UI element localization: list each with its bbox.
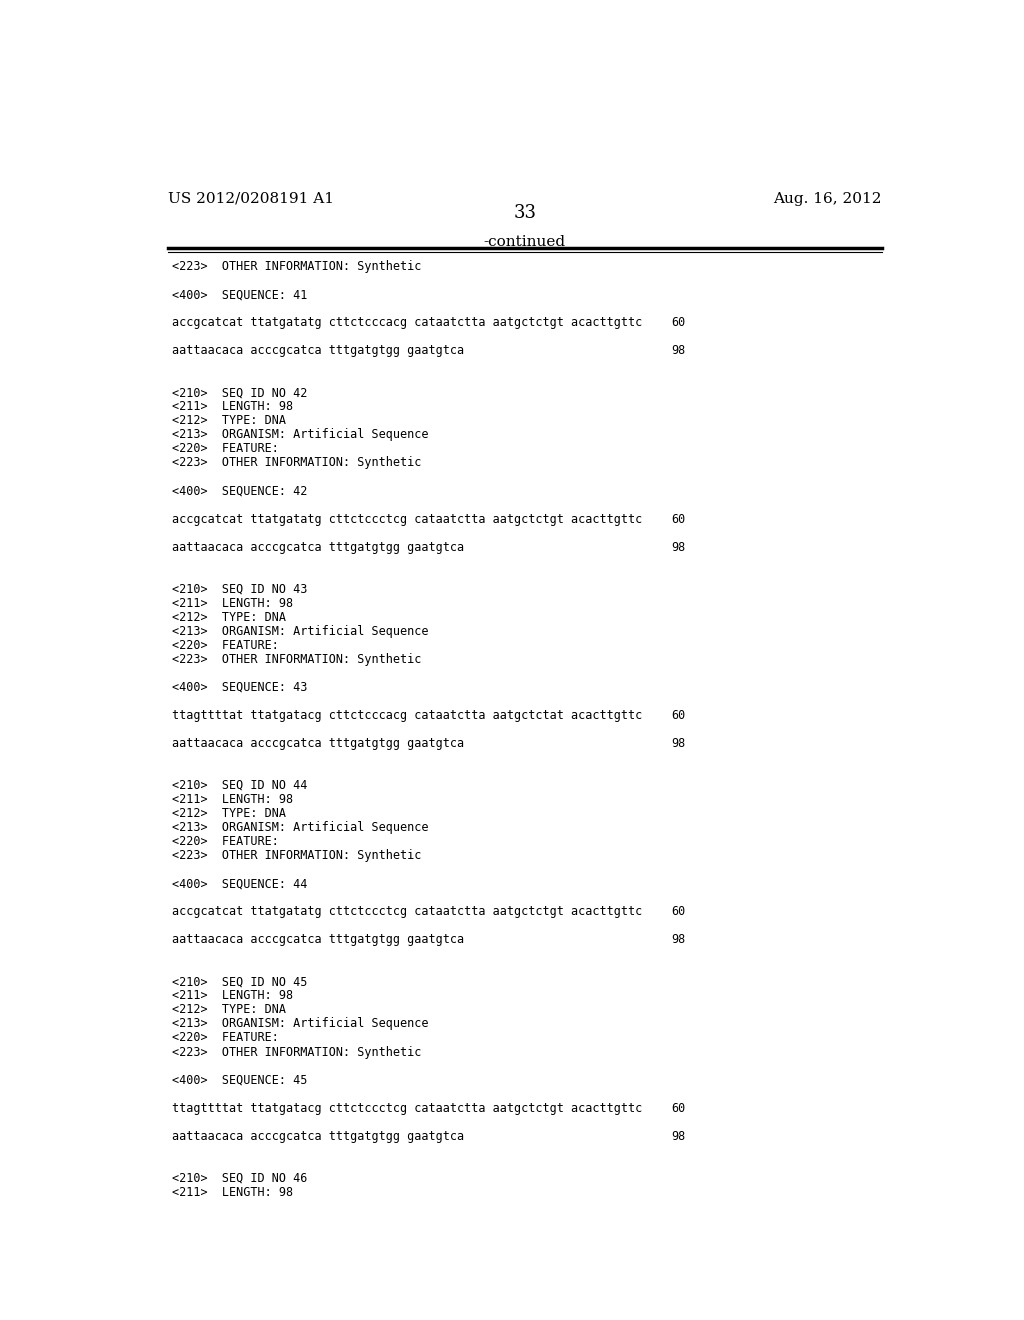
Text: 60: 60 bbox=[672, 709, 686, 722]
Text: <223>  OTHER INFORMATION: Synthetic: <223> OTHER INFORMATION: Synthetic bbox=[172, 849, 421, 862]
Text: <210>  SEQ ID NO 46: <210> SEQ ID NO 46 bbox=[172, 1172, 307, 1185]
Text: aattaacaca acccgcatca tttgatgtgg gaatgtca: aattaacaca acccgcatca tttgatgtgg gaatgtc… bbox=[172, 1130, 464, 1143]
Text: <210>  SEQ ID NO 42: <210> SEQ ID NO 42 bbox=[172, 387, 307, 399]
Text: aattaacaca acccgcatca tttgatgtgg gaatgtca: aattaacaca acccgcatca tttgatgtgg gaatgtc… bbox=[172, 737, 464, 750]
Text: accgcatcat ttatgatatg cttctcccacg cataatctta aatgctctgt acacttgttc: accgcatcat ttatgatatg cttctcccacg cataat… bbox=[172, 317, 642, 329]
Text: ttagttttat ttatgatacg cttctcccacg cataatctta aatgctctat acacttgttc: ttagttttat ttatgatacg cttctcccacg cataat… bbox=[172, 709, 642, 722]
Text: <223>  OTHER INFORMATION: Synthetic: <223> OTHER INFORMATION: Synthetic bbox=[172, 1045, 421, 1059]
Text: <212>  TYPE: DNA: <212> TYPE: DNA bbox=[172, 611, 286, 623]
Text: 98: 98 bbox=[672, 541, 686, 553]
Text: aattaacaca acccgcatca tttgatgtgg gaatgtca: aattaacaca acccgcatca tttgatgtgg gaatgtc… bbox=[172, 541, 464, 553]
Text: -continued: -continued bbox=[483, 235, 566, 248]
Text: <220>  FEATURE:: <220> FEATURE: bbox=[172, 836, 279, 849]
Text: <220>  FEATURE:: <220> FEATURE: bbox=[172, 442, 279, 455]
Text: <211>  LENGTH: 98: <211> LENGTH: 98 bbox=[172, 990, 293, 1002]
Text: <211>  LENGTH: 98: <211> LENGTH: 98 bbox=[172, 793, 293, 807]
Text: <220>  FEATURE:: <220> FEATURE: bbox=[172, 1031, 279, 1044]
Text: 60: 60 bbox=[672, 1102, 686, 1114]
Text: 98: 98 bbox=[672, 933, 686, 946]
Text: <213>  ORGANISM: Artificial Sequence: <213> ORGANISM: Artificial Sequence bbox=[172, 624, 428, 638]
Text: <211>  LENGTH: 98: <211> LENGTH: 98 bbox=[172, 597, 293, 610]
Text: <210>  SEQ ID NO 45: <210> SEQ ID NO 45 bbox=[172, 975, 307, 989]
Text: <400>  SEQUENCE: 41: <400> SEQUENCE: 41 bbox=[172, 288, 307, 301]
Text: aattaacaca acccgcatca tttgatgtgg gaatgtca: aattaacaca acccgcatca tttgatgtgg gaatgtc… bbox=[172, 933, 464, 946]
Text: ttagttttat ttatgatacg cttctccctcg cataatctta aatgctctgt acacttgttc: ttagttttat ttatgatacg cttctccctcg cataat… bbox=[172, 1102, 642, 1114]
Text: <223>  OTHER INFORMATION: Synthetic: <223> OTHER INFORMATION: Synthetic bbox=[172, 653, 421, 665]
Text: <210>  SEQ ID NO 43: <210> SEQ ID NO 43 bbox=[172, 582, 307, 595]
Text: <400>  SEQUENCE: 45: <400> SEQUENCE: 45 bbox=[172, 1073, 307, 1086]
Text: <223>  OTHER INFORMATION: Synthetic: <223> OTHER INFORMATION: Synthetic bbox=[172, 260, 421, 273]
Text: accgcatcat ttatgatatg cttctccctcg cataatctta aatgctctgt acacttgttc: accgcatcat ttatgatatg cttctccctcg cataat… bbox=[172, 512, 642, 525]
Text: 60: 60 bbox=[672, 906, 686, 919]
Text: 33: 33 bbox=[513, 205, 537, 222]
Text: <223>  OTHER INFORMATION: Synthetic: <223> OTHER INFORMATION: Synthetic bbox=[172, 457, 421, 470]
Text: <211>  LENGTH: 98: <211> LENGTH: 98 bbox=[172, 1185, 293, 1199]
Text: <211>  LENGTH: 98: <211> LENGTH: 98 bbox=[172, 400, 293, 413]
Text: 60: 60 bbox=[672, 512, 686, 525]
Text: 98: 98 bbox=[672, 1130, 686, 1143]
Text: 98: 98 bbox=[672, 345, 686, 358]
Text: accgcatcat ttatgatatg cttctccctcg cataatctta aatgctctgt acacttgttc: accgcatcat ttatgatatg cttctccctcg cataat… bbox=[172, 906, 642, 919]
Text: <210>  SEQ ID NO 44: <210> SEQ ID NO 44 bbox=[172, 779, 307, 792]
Text: <212>  TYPE: DNA: <212> TYPE: DNA bbox=[172, 807, 286, 820]
Text: <400>  SEQUENCE: 42: <400> SEQUENCE: 42 bbox=[172, 484, 307, 498]
Text: 98: 98 bbox=[672, 737, 686, 750]
Text: <213>  ORGANISM: Artificial Sequence: <213> ORGANISM: Artificial Sequence bbox=[172, 1018, 428, 1031]
Text: <400>  SEQUENCE: 43: <400> SEQUENCE: 43 bbox=[172, 681, 307, 694]
Text: US 2012/0208191 A1: US 2012/0208191 A1 bbox=[168, 191, 334, 206]
Text: <212>  TYPE: DNA: <212> TYPE: DNA bbox=[172, 1003, 286, 1016]
Text: <212>  TYPE: DNA: <212> TYPE: DNA bbox=[172, 414, 286, 428]
Text: 60: 60 bbox=[672, 317, 686, 329]
Text: <220>  FEATURE:: <220> FEATURE: bbox=[172, 639, 279, 652]
Text: aattaacaca acccgcatca tttgatgtgg gaatgtca: aattaacaca acccgcatca tttgatgtgg gaatgtc… bbox=[172, 345, 464, 358]
Text: <400>  SEQUENCE: 44: <400> SEQUENCE: 44 bbox=[172, 878, 307, 890]
Text: <213>  ORGANISM: Artificial Sequence: <213> ORGANISM: Artificial Sequence bbox=[172, 429, 428, 441]
Text: Aug. 16, 2012: Aug. 16, 2012 bbox=[773, 191, 882, 206]
Text: <213>  ORGANISM: Artificial Sequence: <213> ORGANISM: Artificial Sequence bbox=[172, 821, 428, 834]
